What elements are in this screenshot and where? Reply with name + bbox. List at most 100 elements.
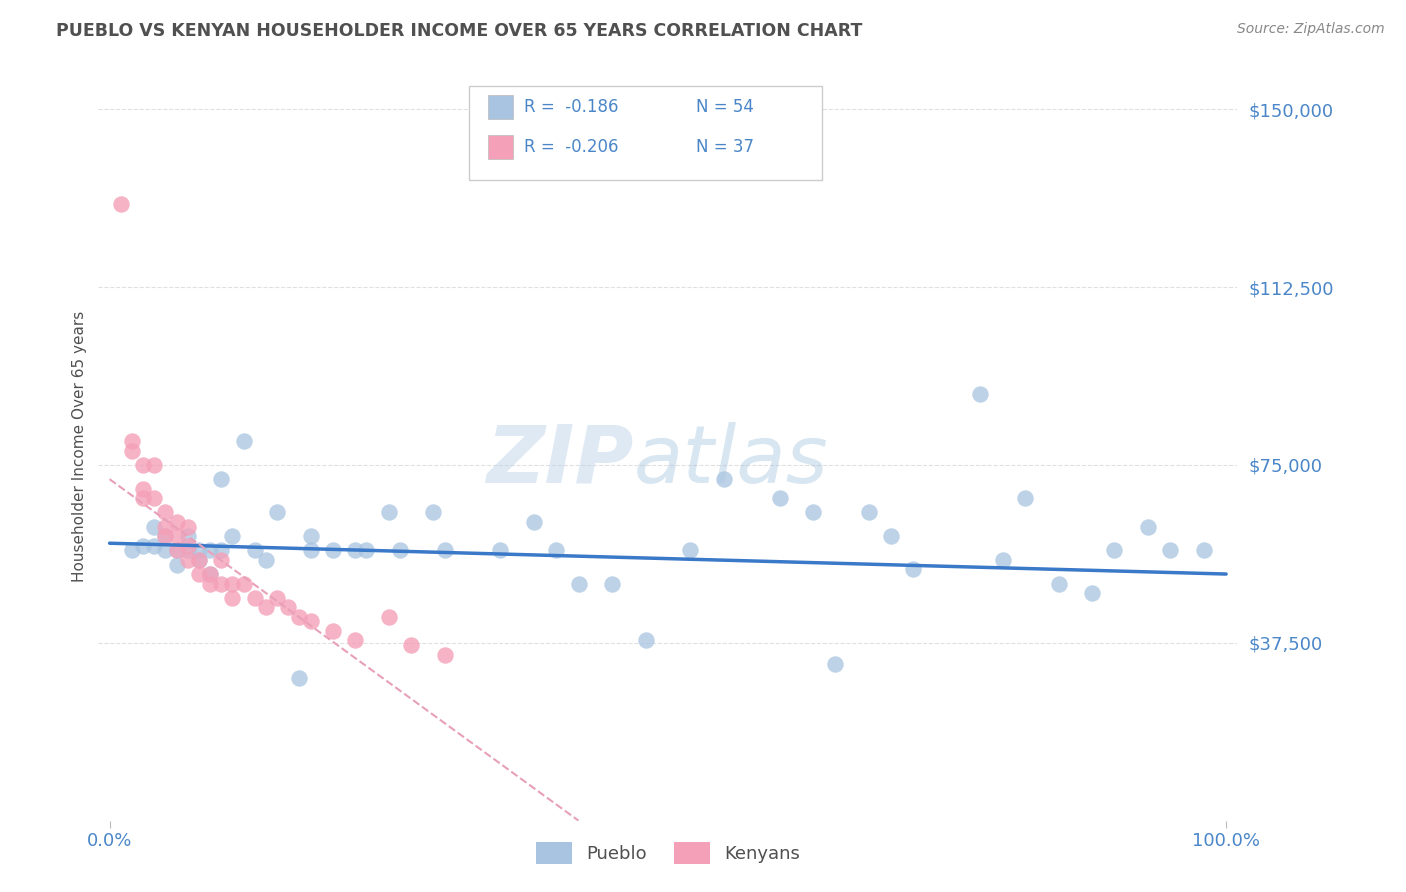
Point bbox=[266, 505, 288, 519]
Point bbox=[243, 543, 266, 558]
Bar bbox=[488, 95, 513, 119]
Point bbox=[132, 491, 155, 505]
Point bbox=[254, 553, 277, 567]
Point bbox=[243, 591, 266, 605]
Point bbox=[288, 672, 311, 686]
Point bbox=[187, 567, 209, 582]
Point bbox=[299, 615, 322, 629]
Point bbox=[377, 505, 399, 519]
Point bbox=[221, 529, 243, 543]
Point bbox=[1014, 491, 1036, 505]
Point bbox=[198, 567, 221, 582]
Point bbox=[903, 562, 925, 576]
Point bbox=[433, 543, 456, 558]
Point bbox=[344, 543, 367, 558]
Text: Source: ZipAtlas.com: Source: ZipAtlas.com bbox=[1237, 22, 1385, 37]
Point bbox=[266, 591, 288, 605]
Point bbox=[166, 558, 188, 572]
Point bbox=[768, 491, 790, 505]
Point bbox=[155, 505, 177, 519]
Point bbox=[187, 553, 209, 567]
Point bbox=[232, 576, 254, 591]
Point bbox=[344, 633, 367, 648]
Point bbox=[177, 553, 200, 567]
Text: N = 37: N = 37 bbox=[696, 138, 755, 156]
Point bbox=[143, 491, 166, 505]
Point bbox=[121, 543, 143, 558]
Point bbox=[523, 515, 546, 529]
Text: ZIP: ZIP bbox=[486, 422, 634, 500]
Point bbox=[377, 609, 399, 624]
Point bbox=[277, 600, 299, 615]
Point bbox=[143, 458, 166, 472]
Point bbox=[288, 609, 311, 624]
Point bbox=[166, 529, 188, 543]
Point bbox=[399, 638, 422, 652]
Point bbox=[299, 543, 322, 558]
Point bbox=[1136, 519, 1159, 533]
Point bbox=[121, 443, 143, 458]
Point bbox=[567, 576, 589, 591]
Point bbox=[1159, 543, 1181, 558]
Point bbox=[1047, 576, 1070, 591]
Point bbox=[132, 539, 155, 553]
Legend: Pueblo, Kenyans: Pueblo, Kenyans bbox=[529, 835, 807, 871]
Point bbox=[166, 543, 188, 558]
Point bbox=[187, 543, 209, 558]
Text: R =  -0.206: R = -0.206 bbox=[524, 138, 619, 156]
Point bbox=[177, 539, 200, 553]
Point bbox=[254, 600, 277, 615]
Bar bbox=[488, 135, 513, 159]
Text: R =  -0.186: R = -0.186 bbox=[524, 97, 619, 116]
Point bbox=[155, 529, 177, 543]
Point bbox=[110, 197, 132, 211]
Y-axis label: Householder Income Over 65 years: Householder Income Over 65 years bbox=[72, 310, 87, 582]
Point bbox=[132, 458, 155, 472]
Point bbox=[187, 553, 209, 567]
Point bbox=[1192, 543, 1215, 558]
Point bbox=[1104, 543, 1126, 558]
Point bbox=[858, 505, 880, 519]
Text: atlas: atlas bbox=[634, 422, 828, 500]
Point bbox=[232, 434, 254, 449]
Point bbox=[489, 543, 512, 558]
Point bbox=[166, 515, 188, 529]
Point bbox=[388, 543, 411, 558]
Point bbox=[356, 543, 378, 558]
Point bbox=[198, 576, 221, 591]
Point bbox=[824, 657, 846, 672]
Point bbox=[422, 505, 444, 519]
Point bbox=[209, 553, 232, 567]
Point bbox=[166, 543, 188, 558]
Point bbox=[209, 472, 232, 486]
Point bbox=[433, 648, 456, 662]
Point bbox=[209, 543, 232, 558]
Point bbox=[299, 529, 322, 543]
Point bbox=[991, 553, 1014, 567]
Point bbox=[198, 543, 221, 558]
Point bbox=[143, 539, 166, 553]
Point bbox=[679, 543, 702, 558]
Point bbox=[143, 519, 166, 533]
Point bbox=[221, 576, 243, 591]
Point bbox=[801, 505, 824, 519]
Point bbox=[177, 519, 200, 533]
Text: PUEBLO VS KENYAN HOUSEHOLDER INCOME OVER 65 YEARS CORRELATION CHART: PUEBLO VS KENYAN HOUSEHOLDER INCOME OVER… bbox=[56, 22, 863, 40]
Point bbox=[713, 472, 735, 486]
Text: N = 54: N = 54 bbox=[696, 97, 754, 116]
Point bbox=[1081, 586, 1104, 600]
Point bbox=[209, 576, 232, 591]
Point bbox=[155, 529, 177, 543]
Point bbox=[969, 387, 991, 401]
Point bbox=[155, 519, 177, 533]
FancyBboxPatch shape bbox=[468, 87, 821, 180]
Point bbox=[634, 633, 657, 648]
Point bbox=[132, 482, 155, 496]
Point bbox=[121, 434, 143, 449]
Point bbox=[155, 543, 177, 558]
Point bbox=[880, 529, 903, 543]
Point bbox=[177, 543, 200, 558]
Point bbox=[600, 576, 623, 591]
Point bbox=[322, 543, 344, 558]
Point bbox=[322, 624, 344, 638]
